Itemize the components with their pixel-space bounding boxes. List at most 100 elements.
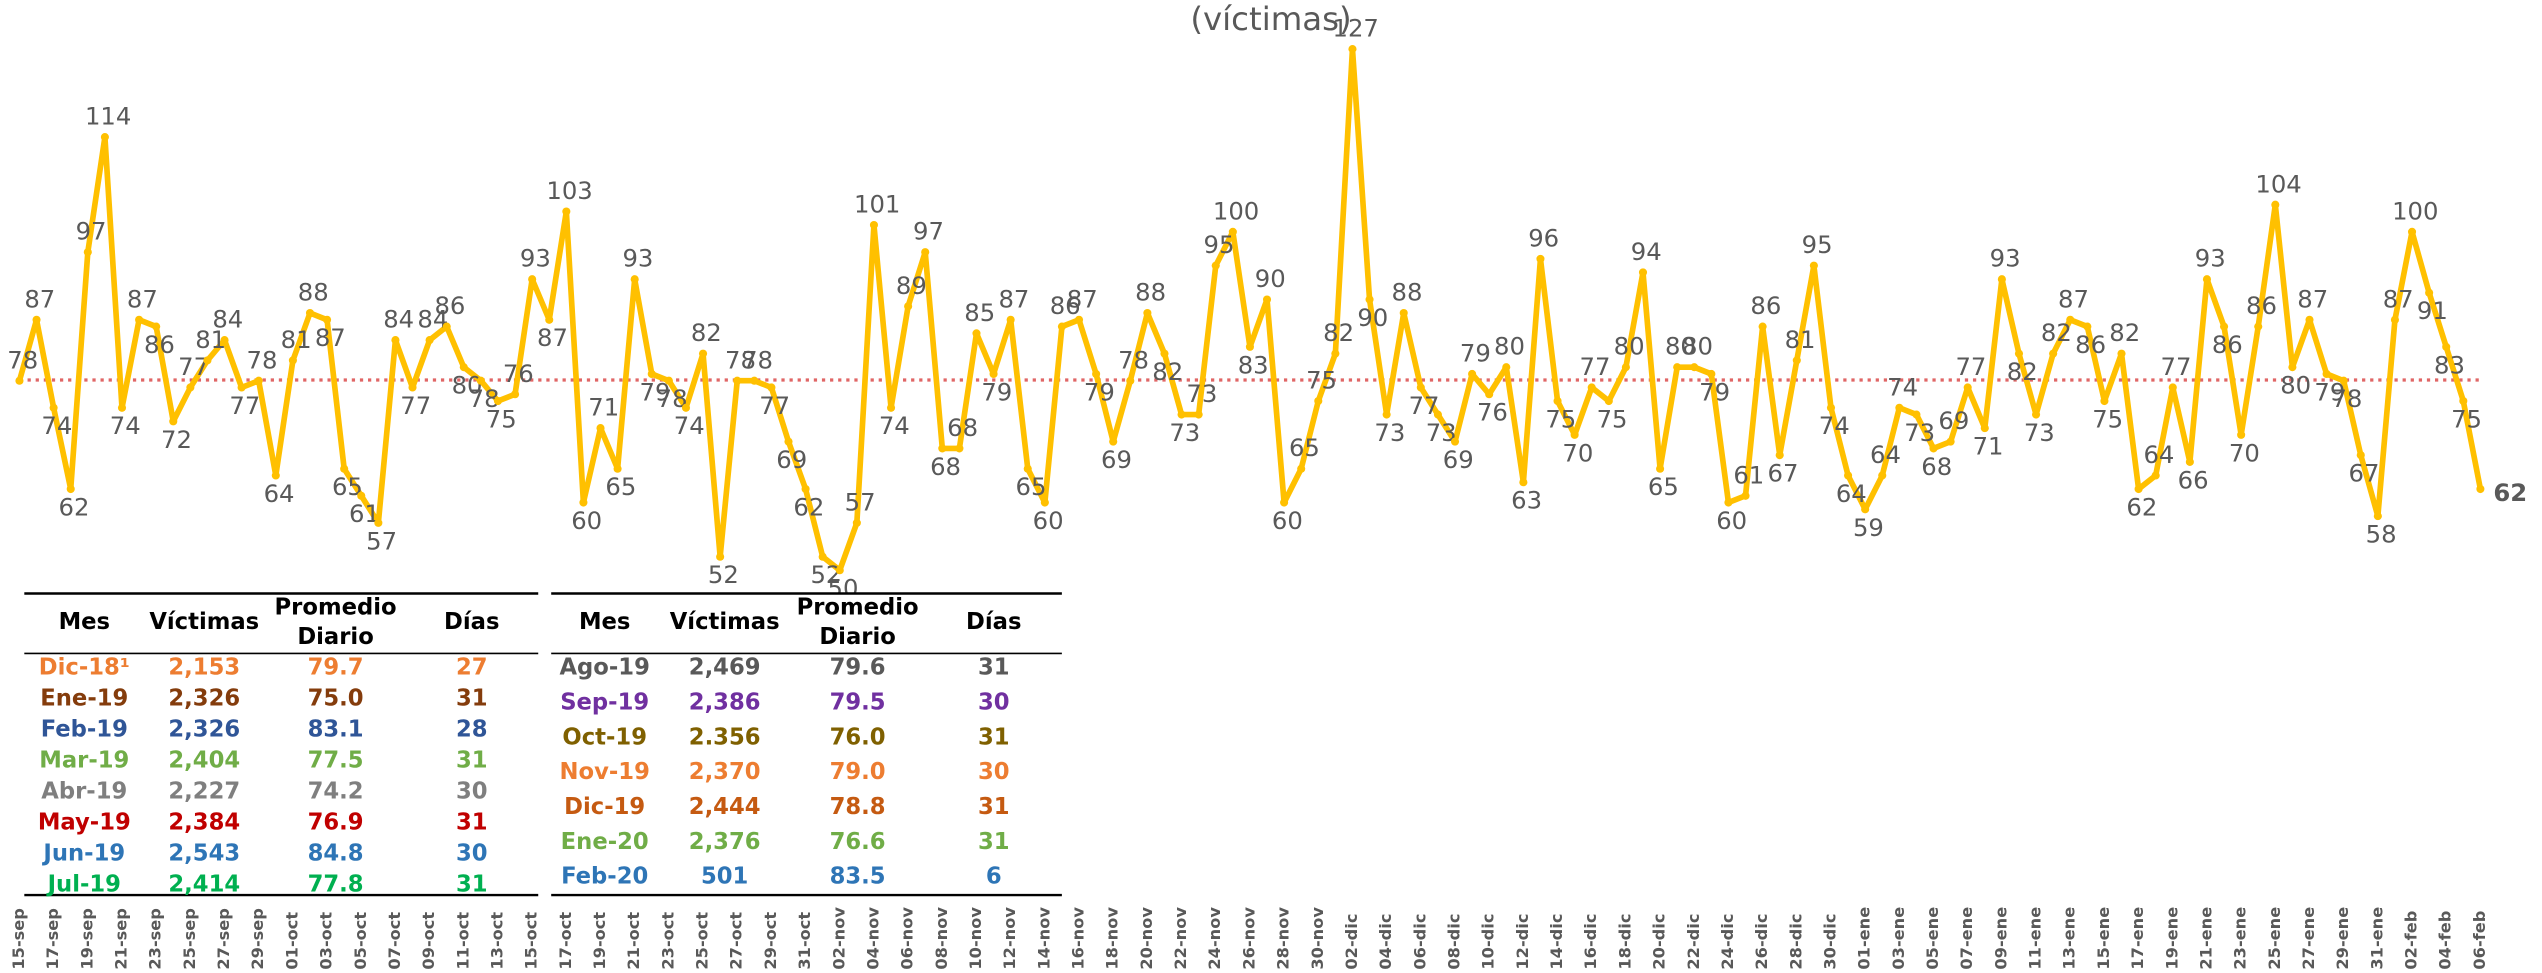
value-label: 94 <box>1631 237 1662 266</box>
x-tick-label: 27-sep <box>214 908 233 970</box>
value-label: 63 <box>1511 486 1542 515</box>
value-label: 62 <box>2493 478 2527 507</box>
table-cell: 76.9 <box>308 809 364 835</box>
x-tick-label: 17-oct <box>556 912 575 970</box>
value-label: 83 <box>1238 350 1269 379</box>
data-point <box>1143 309 1151 317</box>
x-tick-label: 20-nov <box>1137 907 1156 970</box>
table-cell: Ene-20 <box>561 829 649 855</box>
value-label: 66 <box>2178 465 2209 494</box>
value-label: 95 <box>1204 230 1235 259</box>
data-point <box>972 329 980 337</box>
x-tick-label: 19-sep <box>77 908 96 970</box>
data-point <box>15 377 23 385</box>
x-tick-label: 29-ene <box>2333 907 2352 970</box>
x-tick-label: 25-oct <box>693 912 712 970</box>
table-cell: 31 <box>456 686 488 712</box>
value-label: 62 <box>2126 492 2157 521</box>
value-label: 75 <box>1306 366 1337 395</box>
x-tick-label: 17-sep <box>43 908 62 970</box>
x-tick-label: 28-dic <box>1786 914 1805 970</box>
table-cell: 75.0 <box>308 686 364 712</box>
value-label: 84 <box>212 305 243 334</box>
data-point <box>1878 471 1886 479</box>
chart: (víctimas) 15-sep17-sep19-sep21-sep23-se… <box>0 0 2542 973</box>
table-cell: 28 <box>456 717 488 743</box>
value-label: 71 <box>1973 432 2004 461</box>
table-cell: 2,376 <box>689 829 761 855</box>
value-label: 78 <box>7 345 38 374</box>
value-label: 87 <box>2383 284 2414 313</box>
table-cell: 79.7 <box>308 655 364 681</box>
value-label: 74 <box>674 411 705 440</box>
value-label: 69 <box>1938 406 1969 435</box>
table-header: Mes <box>579 609 630 635</box>
value-label: 89 <box>896 271 927 300</box>
value-label: 58 <box>2366 520 2397 549</box>
value-label: 82 <box>2041 318 2072 347</box>
table-cell: Feb-20 <box>561 864 648 890</box>
data-point <box>2117 350 2125 358</box>
data-point <box>1075 316 1083 324</box>
x-tick-label: 29-oct <box>761 912 780 970</box>
x-tick-label: 31-oct <box>795 912 814 970</box>
data-point <box>1536 255 1544 263</box>
data-point <box>904 302 912 310</box>
value-label: 127 <box>1333 14 1379 43</box>
table-cell: 31 <box>978 724 1010 750</box>
value-label: 82 <box>2007 357 2038 386</box>
data-point <box>1058 323 1066 331</box>
table-cell: 2,153 <box>168 655 240 681</box>
data-point <box>853 519 861 527</box>
value-label: 86 <box>2075 330 2106 359</box>
x-tick-label: 30-dic <box>1820 914 1839 970</box>
table-cell: 2,444 <box>689 794 761 820</box>
x-tick-label: 16-nov <box>1069 907 1088 970</box>
x-tick-label: 23-sep <box>146 908 165 970</box>
data-point <box>2254 323 2262 331</box>
value-label: 77 <box>1955 352 1986 381</box>
data-point <box>255 377 263 385</box>
data-point <box>1314 397 1322 405</box>
x-tick-label: 09-ene <box>1991 907 2010 970</box>
value-label: 72 <box>161 425 192 454</box>
x-tick-label: 23-oct <box>658 912 677 970</box>
data-point <box>1759 323 1767 331</box>
value-label: 77 <box>2161 352 2192 381</box>
x-tick-label: 08-dic <box>1445 914 1464 970</box>
table-cell: 2,386 <box>689 689 761 715</box>
table-cell: 77.8 <box>308 871 364 897</box>
data-point <box>2305 316 2313 324</box>
value-label: 60 <box>1716 506 1747 535</box>
x-tick-label: 09-oct <box>419 912 438 970</box>
value-label: 114 <box>85 102 131 131</box>
table-header: Diario <box>297 624 373 650</box>
x-tick-label: 06-feb <box>2470 911 2489 970</box>
data-point <box>1468 370 1476 378</box>
table-cell: 2,384 <box>168 809 240 835</box>
value-label: 79 <box>1699 377 1730 406</box>
data-point <box>443 323 451 331</box>
value-label: 87 <box>2297 284 2328 313</box>
value-label: 75 <box>2092 404 2123 433</box>
table-cell: 30 <box>456 778 488 804</box>
x-tick-label: 11-ene <box>2026 907 2045 970</box>
value-label: 80 <box>1682 332 1713 361</box>
x-tick-label: 03-oct <box>317 912 336 970</box>
x-tick-label: 22-nov <box>1171 907 1190 970</box>
value-label: 70 <box>1562 438 1593 467</box>
value-label: 96 <box>1528 223 1559 252</box>
data-point <box>1741 492 1749 500</box>
data-point <box>1400 309 1408 317</box>
value-label: 87 <box>537 323 568 352</box>
value-label: 100 <box>2392 196 2438 225</box>
table-header: Víctimas <box>149 609 259 635</box>
value-label: 61 <box>1733 460 1764 489</box>
value-label: 71 <box>588 393 619 422</box>
x-tick-label: 22-dic <box>1684 914 1703 970</box>
data-point <box>1588 383 1596 391</box>
x-tick-label: 02-dic <box>1342 914 1361 970</box>
table-cell: Ene-19 <box>40 686 128 712</box>
table-cell: 31 <box>978 794 1010 820</box>
value-label: 80 <box>1614 332 1645 361</box>
